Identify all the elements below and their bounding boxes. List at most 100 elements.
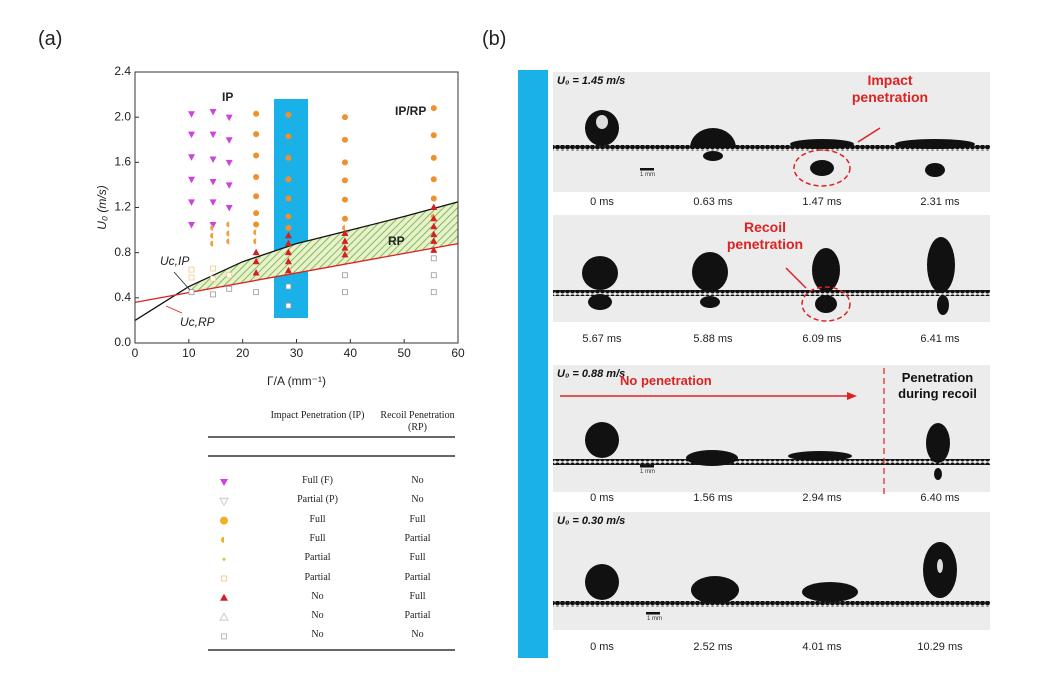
marker xyxy=(285,176,292,183)
marker xyxy=(341,224,345,231)
y-tick-label: 0.0 xyxy=(114,335,131,349)
marker xyxy=(430,255,437,262)
arrow xyxy=(785,267,807,289)
droplet xyxy=(802,582,858,602)
marker xyxy=(430,154,437,161)
marker xyxy=(341,177,348,184)
time-label: 6.09 ms xyxy=(802,333,842,345)
scale-bar xyxy=(640,168,654,171)
table-cell: Full xyxy=(309,513,326,525)
marker xyxy=(430,195,437,202)
velocity-label: U₀ = 0.30 m/s xyxy=(557,515,626,527)
x-tick-label: 20 xyxy=(236,346,250,360)
marker xyxy=(188,199,196,206)
marker xyxy=(210,232,214,239)
marker xyxy=(284,239,292,247)
droplet xyxy=(815,295,837,313)
table-cell: Partial (P) xyxy=(297,494,338,506)
marker xyxy=(226,230,230,237)
photo xyxy=(553,512,990,630)
time-label: 2.31 ms xyxy=(920,196,960,208)
marker xyxy=(430,237,438,244)
droplet xyxy=(812,248,840,292)
marker xyxy=(430,214,438,222)
droplet xyxy=(937,295,949,315)
marker xyxy=(252,257,260,265)
table-header: Recoil Penetration (RP) xyxy=(380,410,455,433)
highlight-circle xyxy=(801,286,851,322)
marker xyxy=(284,248,292,256)
droplet xyxy=(937,559,943,573)
table-cell: Partial xyxy=(404,532,431,544)
marker xyxy=(209,199,217,206)
marker xyxy=(252,248,260,256)
y-tick-label: 1.2 xyxy=(114,200,131,214)
table-cell: Partial xyxy=(304,552,331,564)
marker xyxy=(341,229,349,236)
marker xyxy=(188,111,196,118)
droplet xyxy=(700,296,720,308)
velocity-label: U₀ = 1.45 m/s xyxy=(557,75,626,87)
time-label: 1.47 ms xyxy=(802,196,842,208)
table-cell: No xyxy=(311,610,324,622)
marker xyxy=(188,176,196,184)
droplet xyxy=(585,422,619,458)
marker xyxy=(285,302,292,309)
marker xyxy=(188,154,196,161)
marker xyxy=(284,266,292,274)
arrow xyxy=(857,127,881,143)
x-tick-label: 30 xyxy=(290,346,304,360)
marker xyxy=(253,238,257,245)
marker xyxy=(284,231,292,239)
legend-symbol xyxy=(222,557,226,561)
velocity-label: U₀ = 0.88 m/s xyxy=(557,368,626,380)
marker xyxy=(210,291,216,298)
annotation: Recoil penetration xyxy=(726,219,804,252)
marker xyxy=(430,246,438,253)
marker xyxy=(430,272,437,279)
side-bar xyxy=(518,70,548,658)
table-cell: Partial xyxy=(404,610,431,622)
marker xyxy=(209,131,217,139)
table-cell: Full xyxy=(409,590,426,602)
droplet xyxy=(925,163,945,177)
marker xyxy=(430,289,437,296)
substrate xyxy=(553,145,990,151)
panel-label: (b) xyxy=(482,28,507,50)
image-rows xyxy=(553,72,990,630)
time-label: 5.88 ms xyxy=(693,333,733,345)
x-tick-label: 50 xyxy=(397,346,411,360)
marker xyxy=(341,114,348,121)
marker xyxy=(226,285,233,292)
marker xyxy=(285,133,292,140)
annotation: Uc,RP xyxy=(180,315,215,329)
legend-symbol xyxy=(219,497,229,507)
marker xyxy=(253,193,260,200)
marker xyxy=(430,203,438,210)
marker xyxy=(226,272,233,279)
annotation: Impact penetration xyxy=(851,72,929,105)
droplet xyxy=(582,256,618,290)
substrate xyxy=(553,459,990,465)
droplet xyxy=(790,139,854,149)
time-label: 4.01 ms xyxy=(802,641,842,653)
annotation: RP xyxy=(388,234,405,248)
time-label: 10.29 ms xyxy=(917,641,963,653)
table-cell: No xyxy=(311,590,324,602)
time-label: 0 ms xyxy=(590,196,614,208)
legend-symbol xyxy=(220,593,228,601)
marker xyxy=(253,210,260,217)
table-cell: Full (F) xyxy=(302,475,333,486)
marker xyxy=(210,240,214,247)
marker xyxy=(209,179,217,186)
droplet xyxy=(585,564,619,600)
legend-symbol xyxy=(220,479,228,486)
marker xyxy=(252,268,260,276)
scale-label: 1 mm xyxy=(640,469,655,475)
marker xyxy=(285,195,292,202)
marker xyxy=(430,105,437,112)
droplet xyxy=(895,139,975,149)
marker xyxy=(285,154,292,161)
table-cell: No xyxy=(311,629,324,641)
